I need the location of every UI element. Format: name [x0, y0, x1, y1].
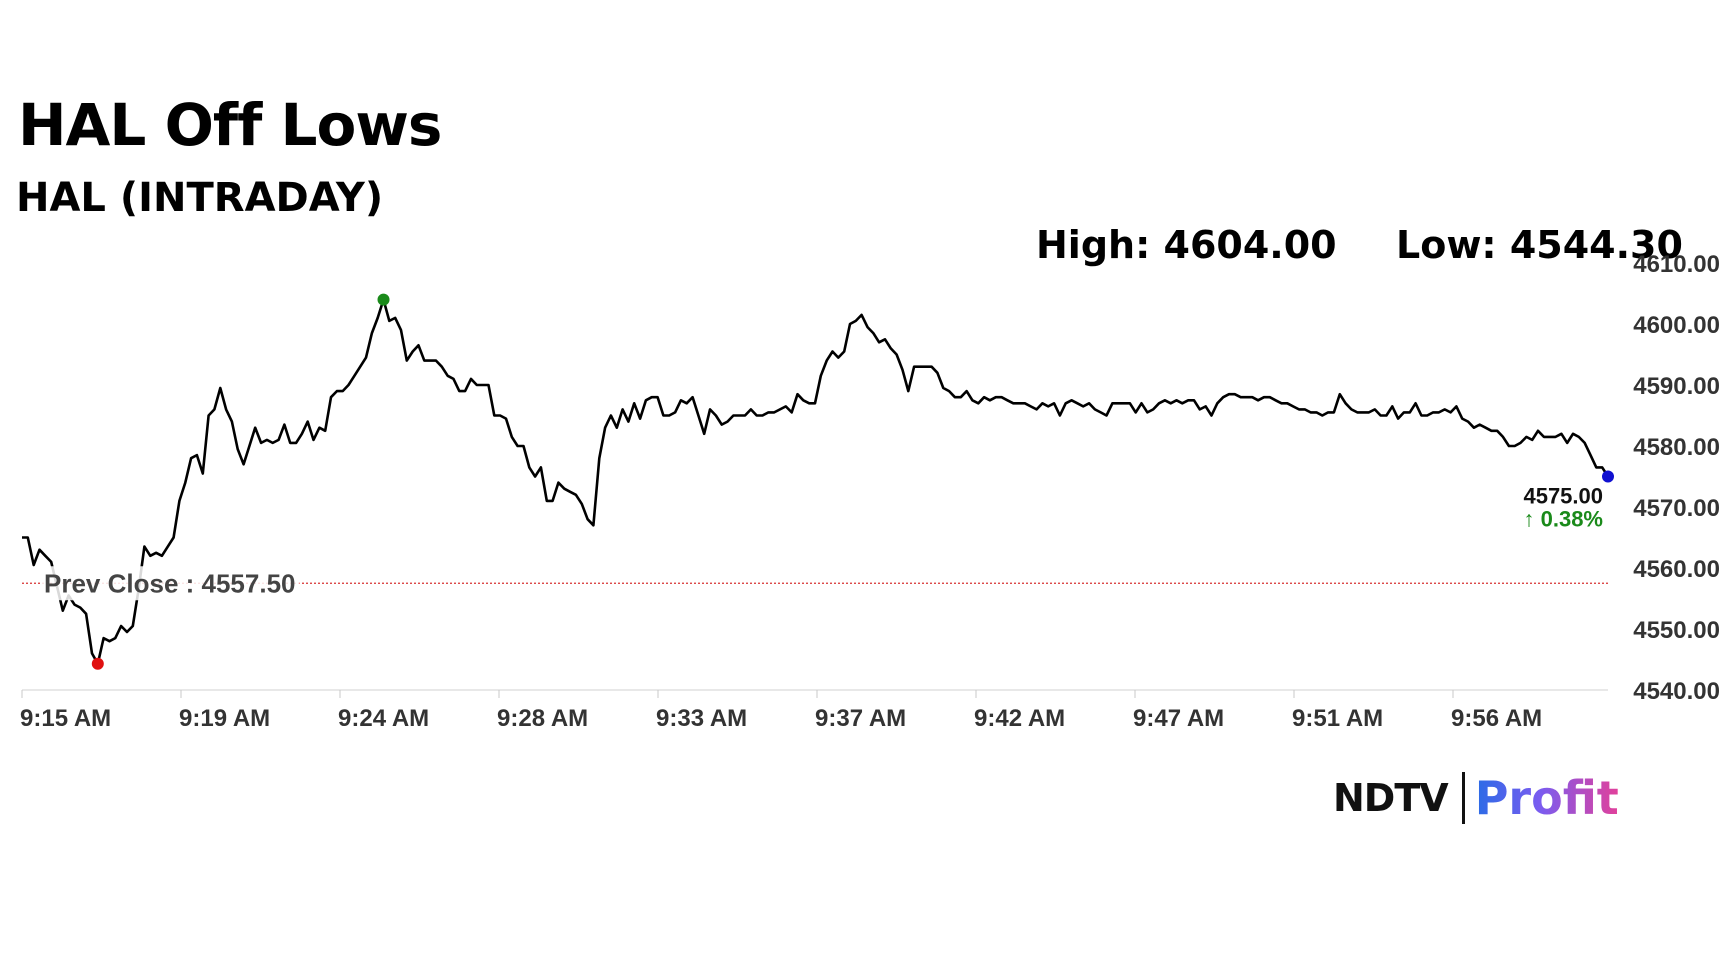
x-tick-label: 9:37 AM [815, 705, 906, 732]
y-tick-label: 4540.00 [1633, 678, 1720, 705]
high-label: High: 4604.00 [1036, 223, 1337, 267]
y-tick-label: 4610.00 [1633, 251, 1720, 278]
x-tick-label: 9:33 AM [656, 705, 747, 732]
chart-subtitle: HAL (INTRADAY) [16, 175, 384, 221]
ndtv-profit-logo: NDTV Profit [1333, 771, 1619, 825]
y-tick-label: 4570.00 [1633, 495, 1720, 522]
chart-title: HAL Off Lows [18, 91, 442, 159]
y-tick-label: 4600.00 [1633, 312, 1720, 339]
prev-close-label-bg [40, 566, 300, 601]
prev-close-label: Prev Close : 4557.50 [44, 568, 296, 598]
change-percent-label: ↑ 0.38% [1524, 507, 1604, 532]
y-tick-label: 4550.00 [1633, 617, 1720, 644]
y-tick-label: 4560.00 [1633, 556, 1720, 583]
ndtv-wordmark: NDTV [1333, 776, 1449, 820]
x-tick-label: 9:24 AM [338, 705, 429, 732]
x-tick-label: 9:28 AM [497, 705, 588, 732]
x-tick-label: 9:19 AM [179, 705, 270, 732]
profit-wordmark: Profit [1474, 771, 1619, 825]
low-point-marker [91, 657, 104, 670]
x-tick-label: 9:42 AM [974, 705, 1065, 732]
x-tick-label: 9:56 AM [1451, 705, 1542, 732]
y-tick-label: 4590.00 [1633, 373, 1720, 400]
low-label: Low: 4544.30 [1396, 223, 1683, 267]
price-series-line [22, 298, 1610, 666]
high-point-marker [377, 293, 390, 306]
last-value-label: 4575.00 [1523, 484, 1603, 509]
x-tick-label: 9:51 AM [1292, 705, 1383, 732]
x-tick-label: 9:47 AM [1133, 705, 1224, 732]
logo-divider [1461, 772, 1465, 824]
y-tick-label: 4580.00 [1633, 434, 1720, 461]
last-point-marker [1602, 470, 1614, 483]
x-tick-label: 9:15 AM [20, 705, 111, 732]
